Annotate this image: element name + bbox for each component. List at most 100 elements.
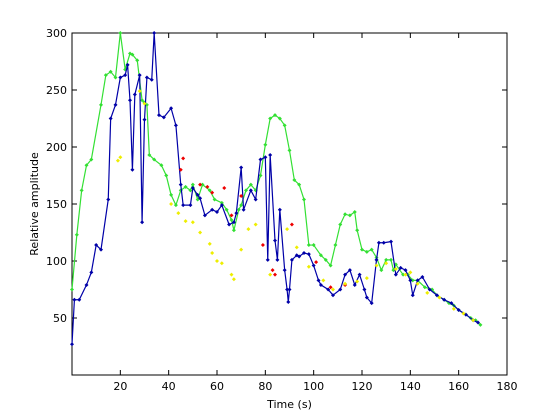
marker <box>219 200 224 205</box>
marker <box>338 287 343 292</box>
marker <box>149 77 154 82</box>
marker <box>381 240 386 245</box>
y-tick-label: 100 <box>46 255 67 268</box>
marker <box>434 293 439 298</box>
marker <box>408 270 413 275</box>
marker <box>456 308 461 313</box>
marker <box>268 272 273 277</box>
marker <box>364 295 369 300</box>
marker <box>306 243 311 248</box>
marker <box>311 243 316 248</box>
marker <box>108 69 113 74</box>
x-tick-label: 100 <box>303 380 324 393</box>
marker <box>178 167 183 172</box>
marker <box>297 182 302 187</box>
marker <box>294 245 299 250</box>
marker <box>176 211 181 216</box>
marker <box>239 203 244 208</box>
marker <box>364 249 369 254</box>
marker <box>384 261 389 266</box>
x-tick-label: 180 <box>497 380 518 393</box>
marker <box>239 165 244 170</box>
y-tick-label: 50 <box>53 312 67 325</box>
marker <box>144 75 149 80</box>
marker <box>321 278 326 283</box>
marker <box>398 265 403 270</box>
marker <box>328 285 333 290</box>
marker <box>285 227 290 232</box>
marker <box>207 241 212 246</box>
marker <box>239 194 244 199</box>
marker <box>263 155 268 160</box>
marker <box>302 251 306 256</box>
marker <box>231 220 236 225</box>
marker <box>338 222 343 227</box>
marker <box>219 203 224 208</box>
marker <box>70 342 74 347</box>
marker <box>215 209 219 214</box>
marker <box>282 123 287 128</box>
marker <box>118 155 123 160</box>
y-tick-label: 250 <box>46 84 67 97</box>
marker <box>302 197 306 202</box>
marker <box>389 257 393 262</box>
marker <box>135 58 140 63</box>
marker <box>389 239 393 244</box>
x-tick-label: 160 <box>448 380 469 393</box>
marker <box>147 152 152 157</box>
marker <box>379 268 384 273</box>
marker <box>352 282 357 287</box>
marker <box>246 227 251 232</box>
marker <box>316 278 321 283</box>
marker <box>210 207 215 212</box>
marker <box>355 279 360 284</box>
marker <box>229 272 234 277</box>
marker <box>198 196 203 201</box>
marker <box>263 142 268 147</box>
marker <box>72 297 77 302</box>
marker <box>215 259 219 263</box>
marker <box>103 73 108 78</box>
marker <box>437 295 442 300</box>
marker <box>142 117 147 122</box>
marker <box>178 182 183 187</box>
marker <box>188 203 193 208</box>
marker <box>277 116 282 121</box>
y-tick-label: 300 <box>46 27 67 40</box>
marker <box>130 167 135 172</box>
marker <box>125 62 130 67</box>
marker <box>318 282 323 287</box>
marker <box>231 228 236 233</box>
marker <box>403 268 408 273</box>
marker <box>89 270 94 275</box>
marker <box>77 297 82 302</box>
marker <box>248 188 253 193</box>
marker <box>408 278 413 283</box>
marker <box>374 257 379 262</box>
marker <box>70 287 74 292</box>
marker <box>393 272 398 277</box>
y-axis-label: Relative amplitude <box>28 152 41 256</box>
x-tick-label: 20 <box>113 380 127 393</box>
marker <box>415 278 420 283</box>
x-tick-label: 120 <box>352 380 373 393</box>
marker <box>219 261 224 266</box>
marker <box>318 253 323 258</box>
marker <box>331 287 335 292</box>
marker <box>234 211 239 216</box>
marker <box>326 287 331 292</box>
marker <box>258 173 263 178</box>
marker <box>231 277 236 282</box>
marker <box>84 282 89 287</box>
marker <box>442 297 447 302</box>
x-tick-label: 40 <box>162 380 176 393</box>
marker <box>270 268 275 273</box>
marker <box>260 243 265 248</box>
marker <box>347 268 352 273</box>
marker <box>164 173 169 178</box>
x-tick-label: 80 <box>258 380 272 393</box>
marker <box>376 240 381 245</box>
marker <box>323 257 328 262</box>
marker <box>425 290 430 295</box>
marker <box>282 268 287 273</box>
